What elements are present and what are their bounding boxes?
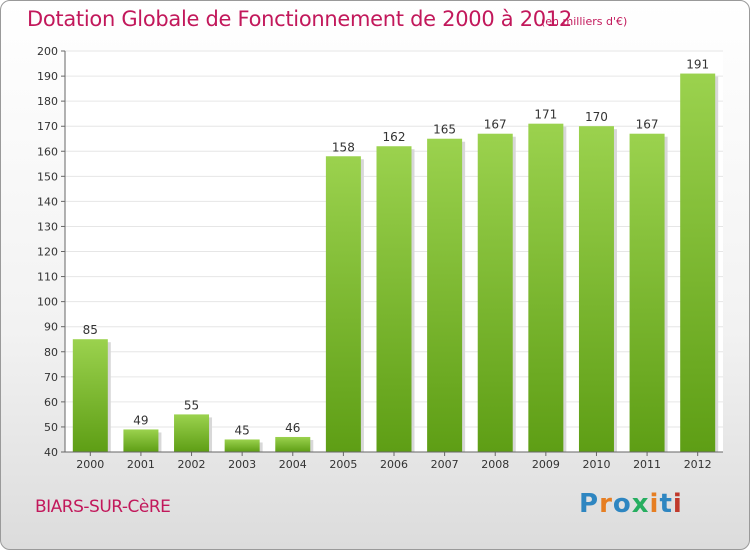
bars: 85 49 55 45 46 158 162 165 167 171 170 167 191 [72,58,719,453]
y-tick-label: 80 [44,346,58,359]
x-tick-label: 2009 [532,458,560,471]
y-tick-label: 160 [37,145,58,158]
y-tick-label: 180 [37,95,58,108]
bar-2004 [275,436,311,452]
bar-value-label: 55 [184,398,199,412]
x-tick-label: 2003 [228,458,256,471]
y-tick-label: 50 [44,421,58,434]
bar-2003 [224,439,260,452]
bar-2008 [477,133,513,453]
logo-letter: t [659,489,673,519]
logo-letter: r [599,489,613,519]
bar-2000 [72,339,108,452]
bar-value-label: 158 [332,140,355,154]
bar-2009 [528,123,564,453]
y-tick-label: 60 [44,396,58,409]
y-tick-label: 100 [37,296,58,309]
bar-value-label: 170 [585,110,608,124]
axes: 40 50 60 70 80 90 100 110 120 130 140 150 160 170 180 1… [37,45,723,471]
chart-subtitle: (en milliers d'€) [541,15,628,28]
y-tick-label: 140 [37,195,58,208]
bar-2011 [629,133,665,453]
y-tick-label: 120 [37,246,58,259]
x-tick-label: 2005 [329,458,357,471]
bar-2002 [174,414,210,452]
bar-value-label: 191 [686,58,709,72]
x-tick-label: 2001 [127,458,155,471]
x-tick-label: 2002 [178,458,206,471]
y-tick-label: 70 [44,371,58,384]
x-tick-label: 2010 [582,458,610,471]
x-tick-label: 2004 [279,458,307,471]
y-tick-label: 130 [37,220,58,233]
x-tick-label: 2008 [481,458,509,471]
bar-value-label: 85 [83,323,98,337]
bar-2005 [325,156,361,452]
bar-2001 [123,429,159,452]
y-tick-label: 150 [37,170,58,183]
commune-name: BIARS-SUR-CèRE [35,497,171,517]
logo-letter: i [672,489,683,519]
y-tick-label: 90 [44,321,58,334]
y-tick-label: 200 [37,45,58,58]
logo-letter: o [612,489,632,519]
bar-value-label: 162 [383,130,406,144]
bar-2006 [376,146,412,453]
x-tick-label: 2006 [380,458,408,471]
y-tick-label: 190 [37,70,58,83]
logo-letter: P [579,489,600,519]
bar-value-label: 49 [133,413,148,427]
proxiti-logo[interactable]: Proxiti [579,489,683,519]
x-tick-label: 2012 [684,458,712,471]
bar-value-label: 165 [433,123,456,137]
x-tick-label: 2011 [633,458,661,471]
bar-value-label: 46 [285,421,300,435]
x-tick-label: 2007 [431,458,459,471]
bar-value-label: 167 [636,118,659,132]
y-tick-label: 40 [44,446,58,459]
bar-value-label: 45 [235,423,250,437]
logo-letter: x [631,489,650,519]
bar-2007 [427,138,463,452]
logo-letter: i [649,489,660,519]
bar-2010 [578,126,614,452]
chart-title: Dotation Globale de Fonctionnement de 20… [27,7,572,31]
bar-value-label: 171 [534,108,557,122]
y-tick-label: 110 [37,271,58,284]
x-tick-label: 2000 [76,458,104,471]
bar-2012 [680,73,716,453]
y-tick-label: 170 [37,120,58,133]
bar-value-label: 167 [484,118,507,132]
